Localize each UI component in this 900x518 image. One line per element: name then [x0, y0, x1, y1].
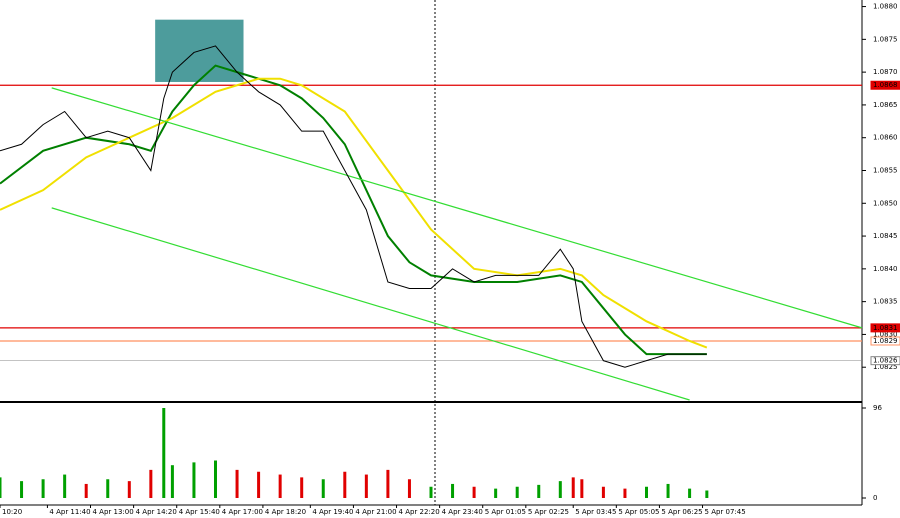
volume-bar	[623, 488, 627, 498]
y-tick-label: 1.0865	[873, 101, 898, 109]
y-tick-label: 1.0870	[873, 68, 898, 76]
indicator-line	[51, 207, 690, 401]
x-tick-label: 5 Apr 07:45	[705, 508, 746, 516]
price-line	[0, 45, 707, 368]
volume-bar	[666, 483, 670, 498]
volume-bar	[386, 469, 390, 498]
volume-bar	[601, 486, 605, 498]
volume-bar	[106, 479, 110, 498]
volume-bar	[705, 490, 709, 498]
x-tick-label: 4 Apr 21:00	[355, 508, 396, 516]
volume-bar	[494, 488, 498, 498]
y-tick-label: 1.0860	[873, 134, 898, 142]
volume-bar	[515, 486, 519, 498]
volume-bar	[300, 477, 304, 498]
x-tick-label: 4 Apr 13:00	[93, 508, 134, 516]
volume-bar	[580, 479, 584, 498]
y-tick-label: 1.0830	[873, 330, 898, 338]
volume-bar	[63, 474, 67, 498]
y-tick-label: 1.0835	[873, 298, 898, 306]
volume-bar	[235, 469, 239, 498]
volume-bar	[451, 483, 455, 498]
x-tick-label: 5 Apr 03:45	[575, 508, 616, 516]
x-tick-label: 5 Apr 06:25	[661, 508, 702, 516]
volume-bar	[0, 477, 2, 498]
volume-bar	[321, 479, 325, 498]
y-tick-label: 1.0880	[873, 3, 898, 11]
x-tick-label: 4 Apr 11:40	[49, 508, 90, 516]
level-label-box	[870, 336, 900, 346]
volume-bar	[537, 484, 541, 498]
volume-bar	[645, 486, 648, 498]
y-tick-label: 1.0850	[873, 199, 898, 207]
x-tick-label: 4 Apr 23:40	[442, 508, 483, 516]
y-tick-label: 1.0840	[873, 265, 898, 273]
x-tick-label: 4 Apr 14:20	[136, 508, 177, 516]
x-tick-label: 4 Apr 22:20	[399, 508, 440, 516]
x-tick-label: 5 Apr 05:05	[618, 508, 659, 516]
level-label-box	[870, 80, 900, 90]
y-tick-label: 1.0825	[873, 363, 898, 371]
volume-bar	[429, 486, 433, 498]
volume-bar	[343, 471, 347, 498]
volume-bar	[472, 486, 476, 498]
x-tick-label: 5 Apr 02:25	[528, 508, 569, 516]
volume-bar	[170, 465, 174, 498]
volume-bar	[41, 479, 45, 498]
volume-bar	[688, 488, 692, 498]
level-label: 1.0826	[873, 357, 898, 365]
volume-bar	[278, 474, 282, 498]
volume-bar	[214, 460, 217, 498]
indicator-line	[0, 77, 708, 349]
volume-tick-label: 0	[873, 494, 877, 502]
level-label: 1.0831	[873, 324, 898, 332]
volume-bar	[571, 477, 575, 498]
volume-bar	[162, 408, 166, 498]
level-label-box	[870, 356, 900, 366]
x-tick-label: 10:20	[2, 508, 22, 516]
indicator-line	[0, 64, 707, 356]
level-label-box	[870, 323, 900, 333]
y-tick-label: 1.0855	[873, 166, 898, 174]
volume-bar	[149, 469, 153, 498]
y-tick-label: 1.0875	[873, 35, 898, 43]
y-tick-label: 1.0845	[873, 232, 898, 240]
volume-bar	[20, 481, 24, 498]
level-label: 1.0868	[873, 81, 898, 89]
x-tick-label: 4 Apr 19:40	[312, 508, 353, 516]
x-tick-label: 4 Apr 18:20	[265, 508, 306, 516]
volume-bar	[257, 471, 261, 498]
x-tick-label: 4 Apr 17:00	[222, 508, 263, 516]
x-tick-label: 4 Apr 15:40	[179, 508, 220, 516]
level-label: 1.0829	[873, 337, 898, 345]
volume-bar	[84, 483, 88, 498]
volume-bar	[558, 481, 562, 498]
indicator-line	[51, 87, 863, 329]
volume-bar	[127, 481, 131, 498]
volume-tick-label: 96	[873, 404, 882, 412]
volume-bar	[192, 462, 196, 498]
volume-bar	[364, 474, 368, 498]
volume-bar	[407, 479, 411, 498]
x-tick-label: 5 Apr 01:05	[485, 508, 526, 516]
